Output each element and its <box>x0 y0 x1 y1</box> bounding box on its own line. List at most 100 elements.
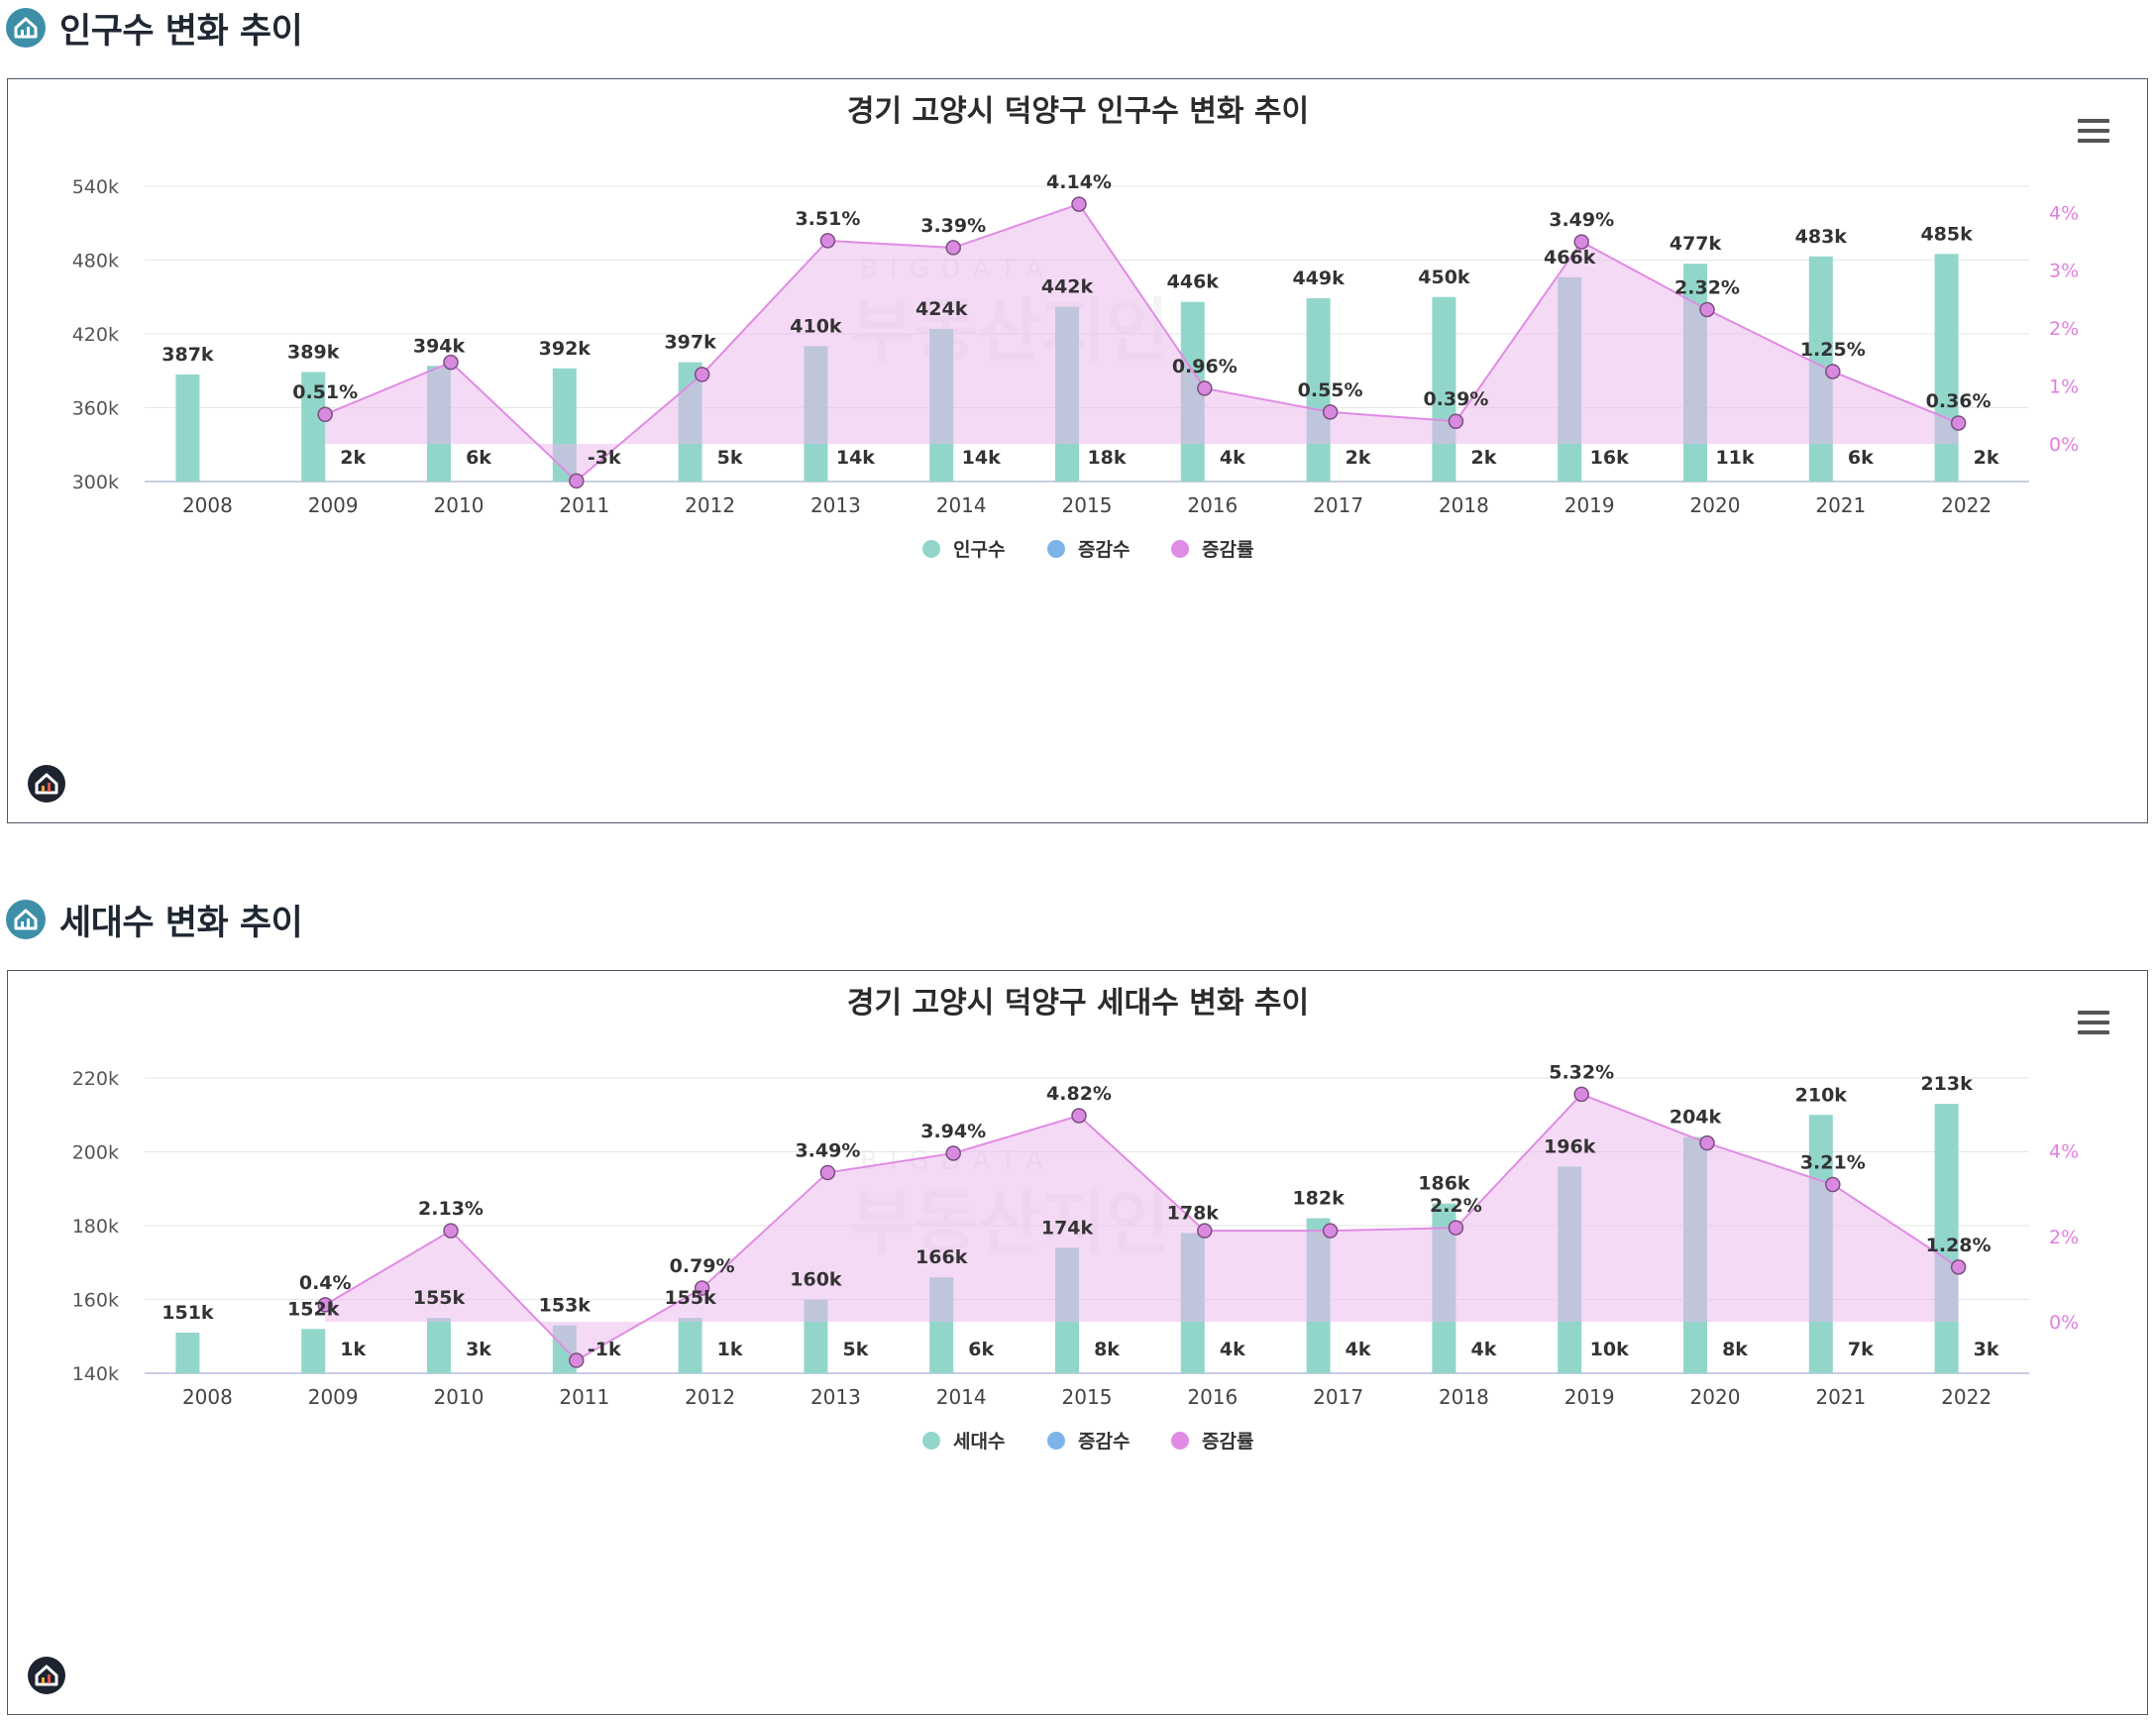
rate-label: 0.4% <box>299 1272 352 1294</box>
point-rate <box>1573 234 1589 250</box>
bar-main-label: 186k <box>1418 1173 1470 1195</box>
bar-main-label: 410k <box>790 315 842 337</box>
bar-main-label: 155k <box>664 1287 716 1309</box>
bar-delta-label: 6k <box>466 447 491 469</box>
x-tick-label: 2019 <box>1564 493 1615 517</box>
legend-marker <box>1047 1432 1065 1450</box>
bar-delta-label: -1k <box>588 1339 621 1360</box>
rate-label: 4.14% <box>1046 171 1112 193</box>
x-tick-label: 2022 <box>1941 1385 1992 1409</box>
bar-delta-label: 8k <box>1722 1339 1748 1360</box>
bar-main-label: 204k <box>1670 1107 1722 1129</box>
x-tick-label: 2021 <box>1815 493 1866 517</box>
bar-delta-label: 14k <box>836 447 875 469</box>
line-rate <box>324 202 1959 483</box>
legend-marker <box>922 1432 940 1450</box>
bar-delta-label: 3k <box>1974 1339 1999 1360</box>
x-tick-label: 2020 <box>1690 1385 1741 1409</box>
x-tick-label: 2017 <box>1313 1385 1363 1409</box>
y-tick-left: 180k <box>72 1216 119 1238</box>
point-rate <box>1950 415 1967 431</box>
legend-label: 증감률 <box>1202 539 1253 561</box>
legend-label: 인구수 <box>953 539 1005 561</box>
y-tick-left: 200k <box>72 1142 119 1164</box>
point-rate <box>1197 1223 1213 1239</box>
x-tick-label: 2011 <box>559 1385 609 1409</box>
y-tick-right: 4% <box>2049 1140 2079 1162</box>
point-rate <box>1699 1134 1715 1151</box>
bar-main-label: 178k <box>1167 1202 1220 1224</box>
brand-logo-icon <box>28 765 65 803</box>
y-tick-right: 1% <box>2049 377 2079 398</box>
rate-label: 0.39% <box>1423 388 1488 410</box>
rate-label: 1.28% <box>1926 1235 1992 1256</box>
chart-menu-button[interactable] <box>2078 119 2109 147</box>
point-rate <box>443 1223 459 1239</box>
bar-main-label: 424k <box>916 298 968 320</box>
bar-main-label: 397k <box>664 332 716 354</box>
bar-main-label: 477k <box>1670 233 1722 255</box>
x-tick-label: 2013 <box>810 493 861 517</box>
legend-label: 증감수 <box>1078 539 1130 561</box>
x-tick-label: 2008 <box>182 493 233 517</box>
brand-logo-icon <box>28 1657 65 1694</box>
rate-label: 2.32% <box>1674 276 1740 298</box>
point-rate <box>1825 1176 1841 1193</box>
home-chart-icon <box>6 8 46 48</box>
point-rate <box>694 1280 710 1296</box>
bar-main-label: 152k <box>287 1298 340 1320</box>
chart-panel-households: BIGDATA부동산지인경기 고양시 덕양구 세대수 변화 추이140k160k… <box>7 970 2148 1715</box>
bar-delta-label: 11k <box>1715 447 1754 469</box>
point-rate <box>1071 196 1087 212</box>
y-tick-left: 360k <box>72 398 119 420</box>
bar-main <box>301 1329 326 1373</box>
x-tick-label: 2015 <box>1062 1385 1113 1409</box>
bar-delta-label: 3k <box>466 1339 491 1360</box>
bar-delta-label: 4k <box>1470 1339 1496 1360</box>
bar-delta-label: 5k <box>717 447 743 469</box>
x-tick-label: 2009 <box>308 493 359 517</box>
chart-menu-button[interactable] <box>2078 1011 2109 1038</box>
x-tick-label: 2018 <box>1439 1385 1489 1409</box>
x-tick-label: 2014 <box>936 1385 987 1409</box>
point-rate <box>819 1164 836 1181</box>
bar-delta-label: 7k <box>1848 1339 1874 1360</box>
bar-main <box>175 374 200 482</box>
x-tick-label: 2019 <box>1564 1385 1615 1409</box>
rate-label: 0.51% <box>292 381 358 403</box>
bar-main <box>1934 254 1959 482</box>
x-tick-label: 2015 <box>1062 493 1113 517</box>
bar-delta-label: 10k <box>1590 1339 1629 1360</box>
point-rate <box>1825 364 1841 379</box>
bar-delta-label: 8k <box>1094 1339 1120 1360</box>
y-tick-right: 0% <box>2049 434 2079 456</box>
rate-label: 3.51% <box>795 208 860 230</box>
bar-delta-label: 18k <box>1087 447 1126 469</box>
rate-label: 0.96% <box>1172 356 1238 377</box>
point-rate <box>1448 413 1464 429</box>
bar-main-label: 153k <box>539 1295 592 1317</box>
rate-label: 0.55% <box>1298 379 1363 401</box>
bar-main-label: 442k <box>1041 276 1094 298</box>
y-tick-right: 2% <box>2049 318 2079 340</box>
bar-main-label: 483k <box>1795 226 1848 248</box>
y-tick-right: 4% <box>2049 202 2079 224</box>
point-rate <box>1071 1108 1087 1124</box>
rate-label: 5.32% <box>1549 1061 1614 1083</box>
bar-delta-label: 14k <box>962 447 1001 469</box>
point-rate <box>1197 380 1213 396</box>
bar-delta-label: 1k <box>717 1339 743 1360</box>
point-rate <box>1322 1223 1339 1239</box>
bar-main <box>1306 297 1331 482</box>
bar-delta-label: 2k <box>340 447 366 469</box>
legend-label: 증감수 <box>1078 1431 1130 1453</box>
rate-label: 2.13% <box>418 1198 484 1220</box>
rate-label: 1.25% <box>1800 339 1866 361</box>
x-tick-label: 2012 <box>685 1385 735 1409</box>
bar-main-label: 213k <box>1920 1073 1973 1095</box>
x-tick-label: 2018 <box>1439 493 1489 517</box>
section-heading-households: 세대수 변화 추이 <box>6 898 303 943</box>
x-tick-label: 2008 <box>182 1385 233 1409</box>
bar-main-label: 166k <box>916 1246 968 1268</box>
section-heading-text: 세대수 변화 추이 <box>59 903 303 943</box>
